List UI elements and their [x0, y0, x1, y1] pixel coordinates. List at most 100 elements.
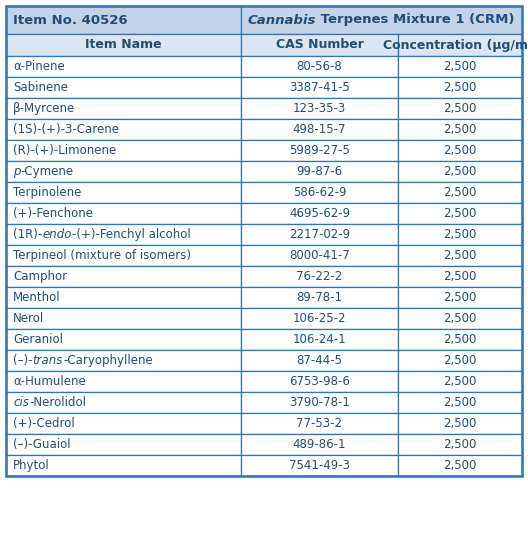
Text: 2,500: 2,500 — [444, 60, 477, 73]
Text: 489-86-1: 489-86-1 — [293, 438, 346, 451]
Bar — [398, 98, 522, 119]
Bar — [398, 371, 522, 392]
Text: cis: cis — [13, 396, 29, 409]
Bar — [6, 6, 522, 476]
Bar — [241, 350, 398, 371]
Text: 7541-49-3: 7541-49-3 — [289, 459, 350, 472]
Text: Nerol: Nerol — [13, 312, 44, 325]
Text: 2,500: 2,500 — [444, 186, 477, 199]
Bar — [398, 308, 522, 329]
Bar — [398, 455, 522, 476]
Text: 77-53-2: 77-53-2 — [296, 417, 343, 430]
Bar — [6, 224, 241, 245]
Text: 2,500: 2,500 — [444, 459, 477, 472]
Bar — [241, 161, 398, 182]
Text: -Cymene: -Cymene — [21, 165, 73, 178]
Bar — [398, 350, 522, 371]
Text: (–)-Guaiol: (–)-Guaiol — [13, 438, 71, 451]
Text: 2,500: 2,500 — [444, 207, 477, 220]
Bar — [6, 140, 241, 161]
Text: (R)-(+)-Limonene: (R)-(+)-Limonene — [13, 144, 116, 157]
Bar — [6, 266, 241, 287]
Bar — [398, 56, 522, 77]
Bar — [398, 161, 522, 182]
Text: 498-15-7: 498-15-7 — [293, 123, 346, 136]
Text: β-Myrcene: β-Myrcene — [13, 102, 76, 115]
Bar — [6, 455, 241, 476]
Bar — [241, 119, 398, 140]
Bar — [6, 329, 241, 350]
Bar — [6, 34, 241, 56]
Bar — [6, 434, 241, 455]
Text: 2217-02-9: 2217-02-9 — [289, 228, 350, 241]
Text: 2,500: 2,500 — [444, 396, 477, 409]
Text: -Nerolidol: -Nerolidol — [29, 396, 86, 409]
Bar — [241, 434, 398, 455]
Bar — [398, 224, 522, 245]
Text: 123-35-3: 123-35-3 — [293, 102, 346, 115]
Bar — [241, 392, 398, 413]
Bar — [241, 266, 398, 287]
Bar — [241, 371, 398, 392]
Text: 2,500: 2,500 — [444, 354, 477, 367]
Text: Terpenes Mixture 1 (CRM): Terpenes Mixture 1 (CRM) — [316, 14, 515, 26]
Text: Cannabis: Cannabis — [248, 14, 316, 26]
Text: Concentration (µg/ml): Concentration (µg/ml) — [383, 38, 528, 51]
Bar — [398, 413, 522, 434]
Bar — [398, 77, 522, 98]
Bar — [398, 140, 522, 161]
Bar — [241, 224, 398, 245]
Bar — [6, 392, 241, 413]
Bar — [241, 182, 398, 203]
Text: 2,500: 2,500 — [444, 312, 477, 325]
Text: 5989-27-5: 5989-27-5 — [289, 144, 350, 157]
Bar — [6, 203, 241, 224]
Text: 8000-41-7: 8000-41-7 — [289, 249, 350, 262]
Text: 6753-98-6: 6753-98-6 — [289, 375, 350, 388]
Text: Menthol: Menthol — [13, 291, 61, 304]
Text: Item No. 40526: Item No. 40526 — [13, 14, 128, 26]
Text: 3790-78-1: 3790-78-1 — [289, 396, 350, 409]
Text: 2,500: 2,500 — [444, 270, 477, 283]
Bar — [398, 329, 522, 350]
Text: 76-22-2: 76-22-2 — [296, 270, 343, 283]
Text: 2,500: 2,500 — [444, 165, 477, 178]
Bar — [398, 392, 522, 413]
Bar — [241, 6, 522, 34]
Text: endo: endo — [42, 228, 72, 241]
Bar — [398, 203, 522, 224]
Text: 2,500: 2,500 — [444, 333, 477, 346]
Bar — [241, 77, 398, 98]
Text: 89-78-1: 89-78-1 — [296, 291, 343, 304]
Bar — [6, 371, 241, 392]
Text: (1R)-: (1R)- — [13, 228, 42, 241]
Text: α-Humulene: α-Humulene — [13, 375, 86, 388]
Text: α-Pinene: α-Pinene — [13, 60, 65, 73]
Text: 4695-62-9: 4695-62-9 — [289, 207, 350, 220]
Text: 106-25-2: 106-25-2 — [293, 312, 346, 325]
Text: 106-24-1: 106-24-1 — [293, 333, 346, 346]
Bar — [398, 434, 522, 455]
Text: 2,500: 2,500 — [444, 417, 477, 430]
Text: 2,500: 2,500 — [444, 438, 477, 451]
Bar — [241, 308, 398, 329]
Bar — [398, 182, 522, 203]
Bar — [6, 182, 241, 203]
Bar — [6, 287, 241, 308]
Bar — [241, 413, 398, 434]
Bar — [398, 119, 522, 140]
Text: (–)-: (–)- — [13, 354, 33, 367]
Text: 2,500: 2,500 — [444, 291, 477, 304]
Text: -Caryophyllene: -Caryophyllene — [63, 354, 153, 367]
Text: Item Name: Item Name — [85, 38, 162, 51]
Text: Geraniol: Geraniol — [13, 333, 63, 346]
Bar — [398, 287, 522, 308]
Bar — [241, 203, 398, 224]
Text: 3387-41-5: 3387-41-5 — [289, 81, 350, 94]
Bar — [6, 350, 241, 371]
Bar — [6, 119, 241, 140]
Bar — [398, 266, 522, 287]
Bar — [6, 98, 241, 119]
Text: 586-62-9: 586-62-9 — [293, 186, 346, 199]
Text: 2,500: 2,500 — [444, 123, 477, 136]
